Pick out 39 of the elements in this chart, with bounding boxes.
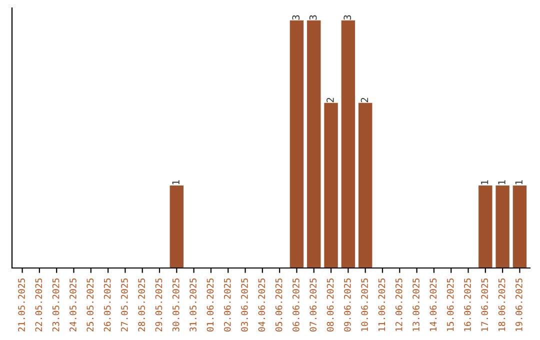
x-tick-label: 31.05.2025	[190, 278, 196, 332]
x-tick-label: 02.06.2025	[224, 278, 231, 332]
data-label: 3	[292, 15, 300, 20]
x-tick-label: 09.06.2025	[344, 278, 351, 332]
x-tick-label: 16.06.2025	[464, 278, 471, 331]
x-tick-label: 26.05.2025	[104, 278, 111, 332]
x-tick-label: 07.06.2025	[310, 278, 317, 332]
x-tick-label: 25.05.2025	[86, 278, 94, 332]
x-tick-label: 18.06.2025	[498, 278, 506, 331]
x-tick-label: 11.06.2025	[378, 278, 386, 331]
x-tick-label: 12.06.2025	[395, 278, 402, 331]
data-label: 2	[326, 98, 334, 102]
data-label: 1	[172, 180, 180, 184]
x-tick-label: 03.06.2025	[241, 278, 248, 332]
x-tick-label: 05.06.2025	[275, 278, 282, 332]
x-tick-label: 13.06.2025	[412, 278, 420, 331]
x-tick-label: 28.05.2025	[138, 278, 145, 332]
x-tick-label: 22.05.2025	[35, 278, 42, 332]
data-label: 1	[515, 180, 522, 184]
x-tick-label: 01.06.2025	[206, 278, 214, 332]
x-tick-label: 15.06.2025	[446, 278, 454, 331]
x-tick-label: 19.06.2025	[516, 278, 522, 331]
data-label: 3	[309, 15, 317, 20]
x-tick-label: 27.05.2025	[121, 278, 128, 332]
x-tick-label: 17.06.2025	[481, 278, 488, 331]
x-tick-label: 06.06.2025	[292, 278, 300, 332]
x-tick-label: 04.06.2025	[258, 278, 266, 332]
data-label: 3	[344, 15, 352, 20]
data-label: 1	[498, 180, 506, 184]
x-tick-label: 21.05.2025	[18, 278, 25, 332]
x-tick-label: 23.05.2025	[52, 278, 60, 332]
x-tick-label: 24.05.2025	[70, 278, 76, 332]
x-tick-label: 08.06.2025	[326, 278, 334, 332]
x-tick-label: 14.06.2025	[430, 278, 437, 331]
data-label: 1	[481, 180, 488, 184]
x-tick-label: 29.05.2025	[155, 278, 162, 332]
x-tick-label: 30.05.2025	[172, 278, 180, 332]
x-tick-label: 10.06.2025	[361, 278, 368, 331]
data-label: 2	[360, 98, 368, 102]
